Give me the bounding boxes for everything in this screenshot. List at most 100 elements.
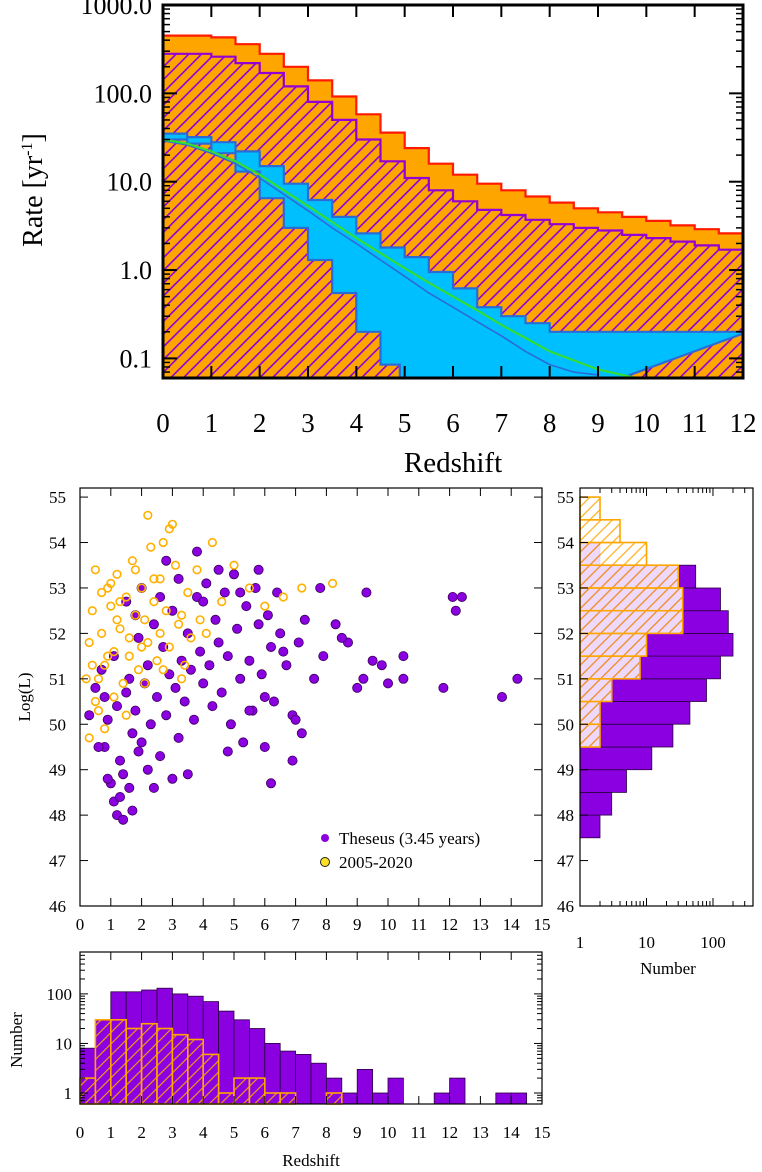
theseus-point xyxy=(142,660,153,671)
historical-point xyxy=(112,615,122,625)
historical-point xyxy=(140,678,150,689)
theseus-redshift-bar xyxy=(341,1092,358,1105)
right-hist-ytick-label: 51 xyxy=(557,670,574,689)
historical-redshift-bar xyxy=(156,1027,174,1105)
top-xtick-label: 7 xyxy=(495,408,509,438)
theseus-redshift-bar xyxy=(310,1062,327,1105)
theseus-point xyxy=(155,751,166,762)
right-hist-ytick-label: 46 xyxy=(557,897,574,916)
bottom-hist-xtick-label: 8 xyxy=(322,1123,331,1142)
theseus-lum-bar xyxy=(579,769,627,793)
top-xtick-label: 1 xyxy=(205,408,219,438)
historical-point xyxy=(170,560,181,570)
theseus-point xyxy=(222,651,233,662)
theseus-redshift-bar xyxy=(295,1054,312,1105)
theseus-point xyxy=(232,623,243,634)
theseus-point xyxy=(352,682,363,693)
top-ytick-label: 1000.0 xyxy=(81,0,153,20)
bottom-hist-xtick-label: 5 xyxy=(230,1123,239,1142)
theseus-point xyxy=(115,792,126,803)
right-hist-ytick-label: 54 xyxy=(557,534,575,553)
bottom-hist-ytick-label: 1 xyxy=(64,1084,73,1103)
scatter-plot-frame xyxy=(79,487,543,907)
bottom-hist-xtick-label: 7 xyxy=(291,1123,300,1142)
theseus-redshift-bar xyxy=(356,1069,374,1105)
right-hist-ytick-label: 49 xyxy=(557,761,574,780)
bottom-hist-ytick-label: 10 xyxy=(55,1034,72,1053)
theseus-point xyxy=(204,660,215,671)
theseus-point xyxy=(93,742,104,753)
scatter-ytick-label: 49 xyxy=(49,761,66,780)
theseus-point xyxy=(112,701,123,712)
historical-redshift-bar xyxy=(263,1092,281,1105)
bottom-hist-xtick-label: 12 xyxy=(441,1123,458,1142)
historical-redshift-bar xyxy=(217,1092,235,1105)
historical-point xyxy=(140,615,150,625)
top-xtick-label: 5 xyxy=(398,408,412,438)
scatter-xtick-label: 7 xyxy=(291,915,300,934)
theseus-point xyxy=(235,673,246,684)
scatter-ytick-label: 51 xyxy=(49,670,66,689)
theseus-point xyxy=(118,814,129,825)
historical-point xyxy=(183,587,193,598)
top-ylabel: Rate [yr-1] xyxy=(18,133,49,247)
bottom-hist-xtick-label: 13 xyxy=(472,1123,489,1142)
historical-point xyxy=(90,565,100,575)
historical-lum-bar xyxy=(579,496,601,521)
theseus-point xyxy=(253,619,264,630)
historical-point xyxy=(192,565,202,575)
historical-point xyxy=(87,606,97,616)
bottom-hist-ylabel: Number xyxy=(7,1012,26,1068)
historical-point xyxy=(137,642,147,652)
scatter-ytick-label: 53 xyxy=(49,579,66,598)
theseus-point xyxy=(142,764,153,775)
theseus-point xyxy=(318,651,329,662)
theseus-point xyxy=(173,573,184,584)
theseus-point xyxy=(296,728,307,739)
scatter-xtick-label: 3 xyxy=(168,915,177,934)
legend-marker-2005-2020 xyxy=(320,857,330,867)
historical-point xyxy=(106,601,116,611)
historical-point xyxy=(96,628,107,639)
historical-point xyxy=(155,628,165,639)
theseus-point xyxy=(216,687,227,698)
historical-redshift-bar xyxy=(79,1077,97,1105)
historical-point xyxy=(124,651,134,661)
theseus-lum-bar xyxy=(579,792,613,816)
theseus-redshift-bar xyxy=(218,1010,235,1105)
theseus-point xyxy=(161,710,172,721)
historical-point xyxy=(229,560,239,570)
right-hist-xtick-label: 1 xyxy=(576,933,585,952)
right-hist-ytick-label: 50 xyxy=(557,715,574,734)
scatter-xtick-label: 6 xyxy=(261,915,270,934)
historical-point xyxy=(121,592,131,602)
top-xtick-label: 8 xyxy=(543,408,557,438)
historical-point xyxy=(146,542,156,552)
theseus-point xyxy=(315,583,326,594)
historical-point xyxy=(152,656,162,666)
historical-point xyxy=(118,678,128,689)
historical-point xyxy=(143,510,153,520)
theseus-redshift-bar xyxy=(433,1092,451,1105)
theseus-point xyxy=(376,660,387,671)
theseus-point xyxy=(244,655,255,666)
theseus-point xyxy=(238,737,249,748)
theseus-point xyxy=(191,546,202,557)
historical-redshift-bar xyxy=(233,1077,251,1105)
historical-point xyxy=(297,583,307,593)
theseus-point xyxy=(133,746,144,757)
theseus-point xyxy=(367,655,378,666)
theseus-point xyxy=(127,728,138,739)
top-ytick-label: 100.0 xyxy=(94,79,153,108)
theseus-redshift-bar xyxy=(372,1092,389,1105)
theseus-point xyxy=(309,673,320,684)
theseus-point xyxy=(262,610,273,621)
theseus-point xyxy=(299,614,310,625)
scatter-xtick-label: 0 xyxy=(76,915,85,934)
historical-point xyxy=(328,578,338,589)
historical-lum-bar xyxy=(579,723,601,748)
theseus-point xyxy=(293,637,304,648)
theseus-point xyxy=(195,646,206,657)
scatter-xtick-label: 13 xyxy=(472,915,489,934)
bottom-hist-xtick-label: 2 xyxy=(137,1123,146,1142)
